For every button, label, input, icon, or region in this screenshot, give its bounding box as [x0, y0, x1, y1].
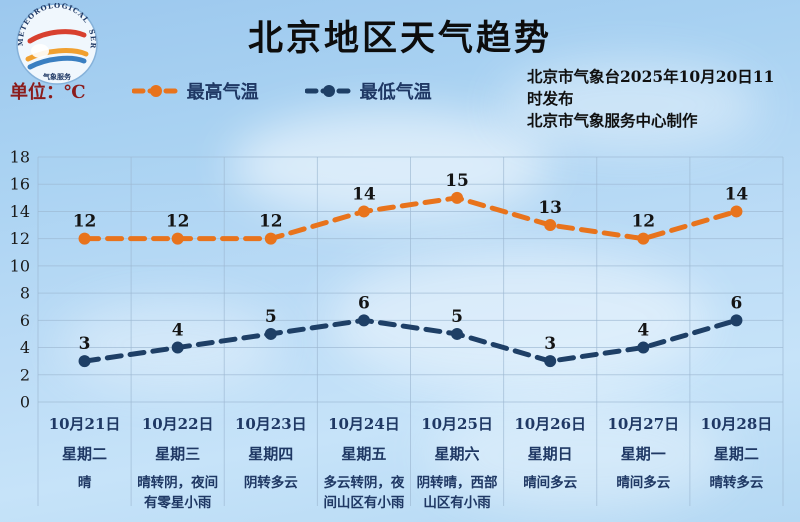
data-point-marker: [264, 232, 277, 245]
day-date-label: 10月22日: [141, 415, 214, 433]
y-axis-tick-label: 8: [20, 284, 30, 303]
day-weather-label: 阴转晴，西部山区有小雨: [416, 475, 498, 512]
day-column: 10月24日 星期五多云转阴，夜间山区有小雨: [317, 409, 410, 519]
day-column: 10月26日 星期日晴间多云: [504, 409, 597, 519]
day-column: 10月21日 星期二晴: [38, 409, 131, 519]
legend-min-label: 最低气温: [359, 82, 432, 103]
y-axis-tick-label: 10: [10, 256, 30, 275]
svg-text:气象服务: 气象服务: [42, 72, 72, 81]
day-date-label: 10月27日: [607, 415, 680, 433]
data-point-value-label: 6: [358, 293, 370, 313]
day-weekday-label: 星期四: [248, 445, 294, 463]
day-date-label: 10月25日: [421, 415, 493, 433]
day-weather-label: 晴间多云: [523, 475, 578, 491]
publisher-line2: 北京市气象服务中心制作: [527, 111, 698, 130]
data-point-marker: [171, 232, 184, 245]
unit-label: 单位：℃: [10, 82, 86, 103]
day-weather-label: 晴: [77, 475, 92, 491]
y-axis-tick-label: 4: [20, 338, 30, 357]
data-point-marker: [730, 205, 743, 218]
day-weather-label: 晴转多云: [709, 475, 764, 491]
data-point-marker: [544, 219, 557, 232]
data-point-value-label: 14: [725, 184, 749, 204]
data-point-value-label: 13: [538, 198, 562, 218]
publisher-info: 北京市气象台2025年10月20日11时发布 北京市气象服务中心制作: [527, 66, 787, 132]
y-axis-tick-label: 0: [20, 393, 30, 412]
data-point-value-label: 6: [731, 293, 743, 313]
x-axis-day-labels: 10月21日 星期二晴 10月22日 星期三 晴转阴，夜间有零星小雨 10月23日 星期四阴…: [38, 409, 783, 519]
beijing-meteorological-service-logo: METEOROLOGICAL SERVICE 气象服务: [14, 3, 98, 85]
data-point-marker: [451, 191, 464, 204]
day-weather-label: 阴转多云: [243, 475, 298, 491]
day-date-label: 10月28日: [700, 415, 773, 433]
day-date-label: 10月23日: [234, 415, 307, 433]
page-title: 北京地区天气趋势: [247, 18, 552, 59]
day-column: 10月27日 星期一晴间多云: [597, 409, 690, 519]
day-column: 10月22日 星期三晴转阴，夜间有零星小雨: [131, 409, 224, 519]
min-temp-line-swatch-icon: [304, 85, 353, 97]
data-point-value-label: 12: [259, 212, 283, 232]
day-weather-label: 晴间多云: [616, 475, 671, 491]
data-point-value-label: 3: [79, 334, 91, 354]
data-point-value-label: 14: [352, 184, 376, 204]
data-point-value-label: 4: [172, 321, 184, 341]
day-weekday-label: 星期日: [527, 445, 573, 463]
day-date-label: 10月24日: [328, 415, 400, 433]
max-temp-line: [82, 195, 739, 242]
data-point-value-label: 12: [631, 212, 655, 232]
legend-item-min: 最低气温: [304, 78, 432, 104]
data-point-marker: [451, 327, 464, 340]
data-point-marker: [637, 232, 650, 245]
y-axis-tick-label: 6: [20, 311, 30, 330]
data-point-marker: [78, 355, 91, 368]
day-weekday-label: 星期一: [620, 445, 666, 463]
y-axis-tick-label: 2: [20, 365, 30, 384]
data-point-value-label: 5: [265, 307, 277, 327]
day-date-label: 10月26日: [514, 415, 587, 433]
day-column: 10月28日 星期二晴转多云: [690, 409, 783, 519]
data-point-value-label: 15: [445, 171, 469, 191]
y-axis-tick-label: 16: [10, 175, 30, 194]
day-weekday-label: 星期二: [713, 445, 759, 463]
data-point-marker: [357, 205, 370, 218]
legend: 单位：℃ 最高气温 最低气温: [10, 78, 432, 104]
publisher-line1: 北京市气象台2025年10月20日11时发布: [527, 67, 775, 108]
data-point-marker: [357, 314, 370, 327]
data-point-value-label: 4: [637, 321, 649, 341]
max-temp-line-swatch-icon: [131, 85, 180, 97]
y-axis-tick-label: 18: [10, 148, 30, 167]
legend-item-max: 最高气温: [131, 78, 259, 104]
min-temp-line: [82, 317, 739, 364]
data-point-marker: [171, 341, 184, 354]
day-weekday-label: 星期二: [62, 445, 108, 463]
data-point-value-label: 5: [451, 307, 463, 327]
data-point-marker: [730, 314, 743, 327]
y-axis-tick-label: 12: [10, 229, 30, 248]
data-point-value-label: 3: [544, 334, 556, 354]
legend-max-label: 最高气温: [186, 82, 259, 103]
data-point-value-label: 12: [73, 212, 97, 232]
data-point-marker: [78, 232, 91, 245]
day-column: 10月25日 星期六阴转晴，西部山区有小雨: [411, 409, 504, 519]
data-point-marker: [544, 355, 557, 368]
day-weekday-label: 星期六: [434, 445, 480, 463]
day-weather-label: 晴转阴，夜间有零星小雨: [137, 475, 219, 512]
day-column: 10月23日 星期四阴转多云: [224, 409, 317, 519]
data-point-value-label: 12: [166, 212, 190, 232]
day-weather-label: 多云转阴，夜间山区有小雨: [323, 475, 405, 512]
data-point-marker: [637, 341, 650, 354]
day-date-label: 10月21日: [48, 415, 121, 433]
day-weekday-label: 星期三: [155, 445, 201, 463]
y-axis-tick-label: 14: [10, 202, 30, 221]
data-point-marker: [264, 327, 277, 340]
day-weekday-label: 星期五: [341, 445, 387, 463]
